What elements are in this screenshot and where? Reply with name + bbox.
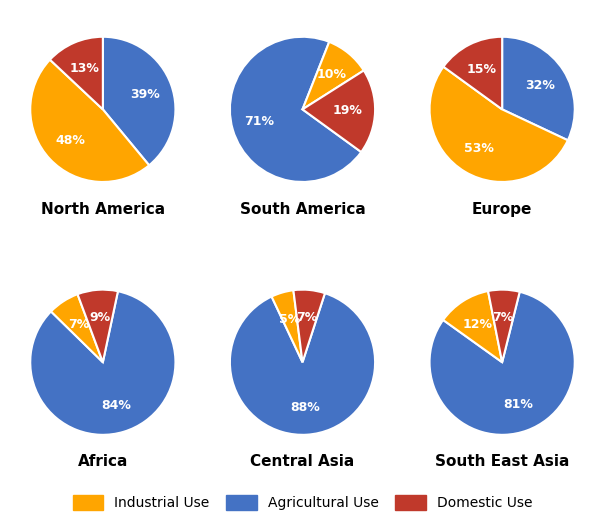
Wedge shape xyxy=(272,290,302,362)
Title: Europe: Europe xyxy=(472,202,532,216)
Wedge shape xyxy=(77,290,118,362)
Text: 39%: 39% xyxy=(130,88,160,101)
Wedge shape xyxy=(443,291,502,362)
Text: 53%: 53% xyxy=(464,141,494,155)
Wedge shape xyxy=(430,292,575,435)
Text: 88%: 88% xyxy=(290,401,320,413)
Wedge shape xyxy=(430,67,568,182)
Text: 84%: 84% xyxy=(101,399,131,412)
Wedge shape xyxy=(293,290,325,362)
Wedge shape xyxy=(103,37,175,165)
Title: South East Asia: South East Asia xyxy=(435,454,569,470)
Title: North America: North America xyxy=(41,202,165,216)
Wedge shape xyxy=(502,37,575,140)
Wedge shape xyxy=(488,290,520,362)
Text: 19%: 19% xyxy=(333,104,362,117)
Text: 10%: 10% xyxy=(316,68,346,81)
Text: 7%: 7% xyxy=(68,318,89,331)
Wedge shape xyxy=(230,37,361,182)
Wedge shape xyxy=(302,70,375,152)
Wedge shape xyxy=(230,293,375,435)
Text: 7%: 7% xyxy=(296,311,318,324)
Text: 12%: 12% xyxy=(463,318,492,331)
Text: 15%: 15% xyxy=(466,63,497,76)
Text: 32%: 32% xyxy=(525,79,555,92)
Text: 7%: 7% xyxy=(492,311,514,324)
Title: Africa: Africa xyxy=(77,454,128,470)
Title: South America: South America xyxy=(240,202,365,216)
Text: 48%: 48% xyxy=(55,134,85,147)
Wedge shape xyxy=(443,37,502,110)
Wedge shape xyxy=(30,291,175,435)
Wedge shape xyxy=(51,294,103,362)
Wedge shape xyxy=(302,42,364,110)
Legend: Industrial Use, Agricultural Use, Domestic Use: Industrial Use, Agricultural Use, Domest… xyxy=(65,488,540,517)
Text: 71%: 71% xyxy=(244,115,274,128)
Text: 5%: 5% xyxy=(280,312,301,325)
Wedge shape xyxy=(30,60,149,182)
Text: 9%: 9% xyxy=(89,311,110,324)
Text: 81%: 81% xyxy=(503,398,532,411)
Text: 13%: 13% xyxy=(70,61,100,74)
Wedge shape xyxy=(50,37,103,110)
Title: Central Asia: Central Asia xyxy=(250,454,355,470)
